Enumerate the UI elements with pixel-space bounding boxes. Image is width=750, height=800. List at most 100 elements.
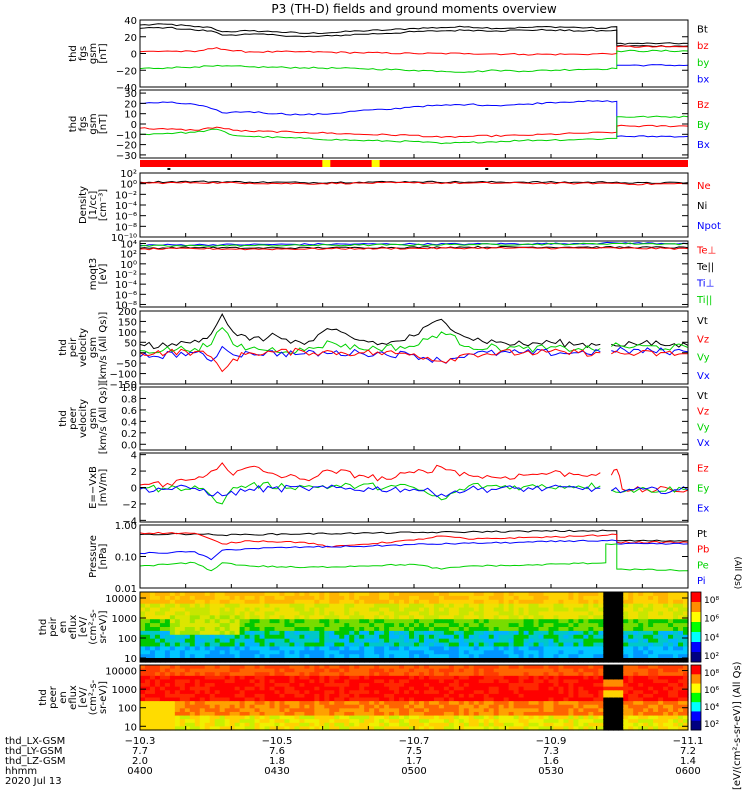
spectrogram-cell <box>578 619 584 624</box>
spectrogram-cell <box>633 611 639 616</box>
spectrogram-cell <box>648 672 654 677</box>
spectrogram-cell <box>483 642 490 648</box>
spectrogram-cell <box>384 704 390 709</box>
spectrogram-cell <box>578 615 584 620</box>
spectrogram-cell <box>468 668 475 673</box>
spectrogram-cell <box>673 672 679 677</box>
spectrogram-cell <box>214 642 221 648</box>
spectrogram-cell <box>174 701 181 706</box>
spectrogram-cell <box>513 708 520 713</box>
spectrogram-cell <box>593 599 599 605</box>
spectrogram-cell <box>498 690 505 695</box>
spectrogram-cell <box>523 722 530 727</box>
y-axis-label: thd <box>68 116 79 133</box>
spectrogram-cell <box>344 708 350 713</box>
spectrogram-cell <box>658 683 664 688</box>
spectrogram-cell <box>244 679 251 684</box>
spectrogram-cell <box>508 715 515 720</box>
spectrogram-cell <box>463 719 470 724</box>
series-line-green <box>139 242 689 247</box>
spectrogram-cell <box>583 701 589 706</box>
spectrogram-cell <box>309 615 315 620</box>
spectrogram-cell <box>359 595 365 601</box>
spectrogram-cell <box>533 701 540 706</box>
spectrogram-cell <box>488 708 495 713</box>
spectrogram-cell <box>668 690 674 695</box>
spectrogram-cell <box>553 611 560 616</box>
spectrogram-cell <box>404 683 410 688</box>
spectrogram-cell <box>458 711 465 717</box>
y-tick-label: 0.6 <box>121 406 137 417</box>
spectrogram-cell <box>179 665 186 670</box>
spectrogram-cell <box>653 634 659 640</box>
spectrogram-cell <box>473 701 480 706</box>
spectrogram-cell <box>613 722 619 727</box>
spectrogram-cell <box>493 665 500 670</box>
spectrogram-cell <box>244 592 251 597</box>
spectrogram-cell <box>159 711 166 717</box>
spectrogram-cell <box>553 668 560 673</box>
spectrogram-cell <box>414 665 420 670</box>
spectrogram-cell <box>189 708 196 713</box>
spectrogram-cell <box>404 690 410 695</box>
spectrogram-cell <box>428 679 435 684</box>
y-axis-label: en <box>58 621 69 634</box>
spectrogram-cell <box>448 634 455 640</box>
spectrogram-cell <box>369 690 375 695</box>
spectrogram-cell <box>438 615 445 620</box>
spectrogram-cell <box>159 722 166 727</box>
spectrogram-cell <box>553 603 560 609</box>
spectrogram-cell <box>478 592 485 597</box>
spectrogram-cell <box>184 607 191 613</box>
spectrogram-cell <box>369 595 375 601</box>
spectrogram-cell <box>319 627 325 632</box>
spectrogram-cell <box>289 615 296 620</box>
spectrogram-cell <box>294 607 301 613</box>
spectrogram-cell <box>349 595 355 601</box>
spectrogram-cell <box>334 638 340 644</box>
spectrogram-cell <box>269 592 276 597</box>
spectrogram-cell <box>603 704 609 709</box>
spectrogram-cell <box>384 693 390 699</box>
spectrogram-cell <box>414 711 420 717</box>
spectrogram-cell <box>339 704 345 709</box>
spectrogram-cell <box>483 690 490 695</box>
spectrogram-cell <box>523 701 530 706</box>
spectrogram-cell <box>583 683 589 688</box>
spectrogram-cell <box>523 697 530 702</box>
spectrogram-cell <box>164 615 171 620</box>
spectrogram-cell <box>309 708 315 713</box>
spectrogram-cell <box>174 693 181 699</box>
spectrogram-cell <box>349 697 355 702</box>
spectrogram-cell <box>573 615 579 620</box>
spectrogram-cell <box>633 630 639 636</box>
spectrogram-cell <box>613 704 619 709</box>
spectrogram-cell <box>389 697 395 702</box>
spectrogram-cell <box>179 683 186 688</box>
spectrogram-cell <box>284 627 291 632</box>
spectrogram-cell <box>463 650 470 655</box>
spectrogram-cell <box>359 623 365 628</box>
spectrogram-cell <box>438 634 445 640</box>
spectrogram-cell <box>179 719 186 724</box>
spectrogram-cell <box>144 603 151 609</box>
spectrogram-cell <box>384 719 390 724</box>
spectrogram-cell <box>563 715 570 720</box>
spectrogram-cell <box>673 722 679 727</box>
spectrogram-cell <box>249 719 256 724</box>
colorbar-tick-label: 10⁸ <box>704 596 719 606</box>
spectrogram-cell <box>354 690 360 695</box>
spectrogram-cell <box>184 592 191 597</box>
spectrogram-cell <box>189 704 196 709</box>
y-tick-label: −4 <box>122 516 137 527</box>
spectrogram-cell <box>658 623 664 628</box>
spectrogram-cell <box>289 693 296 699</box>
spectrogram-cell <box>483 638 490 644</box>
spectrogram-cell <box>154 693 161 699</box>
spectrogram-cell <box>324 650 330 655</box>
spectrogram-cell <box>543 711 550 717</box>
spectrogram-cell <box>653 719 659 724</box>
spectrogram-cell <box>573 654 579 659</box>
spectrogram-cell <box>234 701 241 706</box>
spectrogram-cell <box>329 630 335 636</box>
